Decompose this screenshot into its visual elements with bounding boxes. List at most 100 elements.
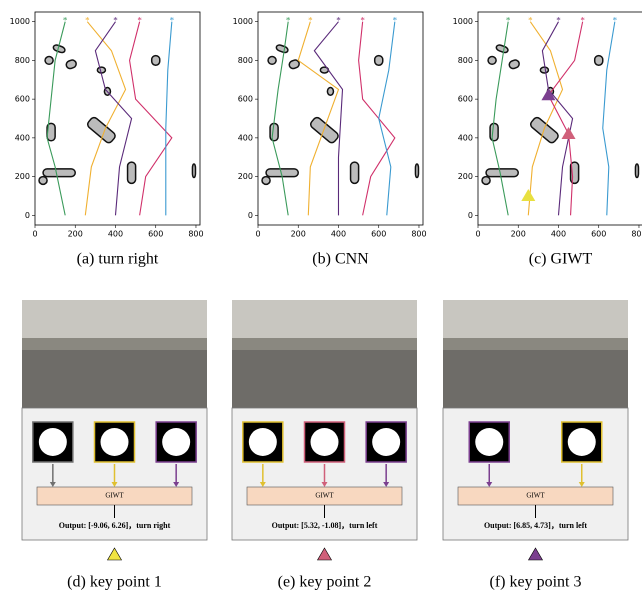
key-point-marker — [541, 88, 556, 101]
x-tick-label: 0 — [255, 230, 260, 239]
obstacle — [634, 163, 640, 179]
obstacle — [326, 86, 335, 97]
x-tick-label: 800 — [631, 230, 642, 239]
obstacle — [261, 175, 271, 186]
x-tick-label: 200 — [291, 230, 306, 239]
obstacle — [487, 55, 497, 66]
y-tick-label: 400 — [458, 133, 473, 142]
y-tick-label: 600 — [238, 95, 253, 104]
y-tick-label: 600 — [15, 95, 30, 104]
trajectory — [491, 21, 509, 216]
trajectory — [94, 21, 133, 216]
caption: (e) key point 2 — [278, 574, 372, 591]
scan-arrow-head — [173, 482, 180, 487]
scan-arrow-head — [49, 482, 56, 487]
x-tick-label: 0 — [32, 230, 37, 239]
trajectory — [378, 21, 396, 216]
trajectory — [541, 21, 574, 216]
obstacle — [373, 54, 384, 66]
start-star: * — [113, 16, 118, 26]
trajectory — [527, 21, 564, 216]
obstacle — [489, 122, 499, 142]
x-tick-label: 200 — [68, 230, 83, 239]
caption: (c) GIWT — [529, 251, 593, 268]
key-point-triangle — [316, 547, 333, 561]
start-star: * — [393, 16, 398, 26]
obstacle — [309, 116, 339, 144]
y-tick-label: 400 — [15, 133, 30, 142]
output-text: Output: [6.85, 4.73]，turn left — [484, 521, 587, 530]
start-star: * — [613, 16, 618, 26]
scan-free-space — [100, 428, 129, 456]
x-tick-label: 600 — [591, 230, 606, 239]
obstacle — [44, 55, 54, 66]
scan-arrow-head — [578, 482, 585, 487]
start-star: * — [286, 16, 291, 26]
start-star: * — [360, 16, 365, 26]
start-star: * — [506, 16, 511, 26]
obstacle — [150, 54, 161, 66]
caption: (d) key point 1 — [67, 574, 162, 591]
obstacle — [485, 168, 519, 178]
trajectory — [547, 21, 584, 216]
caption: (b) CNN — [312, 251, 369, 268]
obstacle — [481, 175, 491, 186]
obstacle — [508, 59, 520, 70]
start-star: * — [137, 16, 142, 26]
photo-wall — [232, 300, 417, 338]
obstacle — [288, 59, 300, 70]
trajectory — [129, 21, 173, 216]
caption: (f) key point 3 — [490, 574, 582, 591]
photo-floor — [443, 350, 628, 408]
obstacle — [86, 116, 116, 144]
obstacle — [52, 44, 66, 54]
obstacle — [46, 122, 56, 142]
scan-free-space — [310, 428, 339, 456]
x-tick-label: 600 — [371, 230, 386, 239]
x-tick-label: 400 — [331, 230, 346, 239]
model-label: GIWT — [526, 492, 545, 500]
x-tick-label: 600 — [148, 230, 163, 239]
trajectory — [313, 21, 344, 216]
scan-free-space — [162, 428, 191, 456]
trajectory — [297, 21, 340, 216]
scan-arrow-head — [259, 482, 266, 487]
obstacle — [414, 163, 420, 179]
photo-wall — [22, 300, 207, 338]
scan-free-space — [567, 428, 596, 456]
scan-arrow-head — [321, 482, 328, 487]
start-star: * — [580, 16, 585, 26]
y-tick-label: 1000 — [453, 17, 473, 26]
x-tick-label: 400 — [551, 230, 566, 239]
y-tick-label: 800 — [458, 56, 473, 65]
x-tick-label: 0 — [475, 230, 480, 239]
scan-arrow-head — [111, 482, 118, 487]
y-tick-label: 1000 — [233, 17, 253, 26]
model-label: GIWT — [105, 492, 124, 500]
trajectory — [84, 21, 127, 216]
start-star: * — [308, 16, 313, 26]
photo-wall — [443, 300, 628, 338]
obstacle — [65, 59, 77, 70]
start-star: * — [170, 16, 175, 26]
caption: (a) turn right — [77, 251, 159, 268]
scan-free-space — [475, 428, 504, 456]
y-tick-label: 800 — [15, 56, 30, 65]
obstacle — [529, 116, 559, 144]
x-tick-label: 800 — [188, 230, 203, 239]
photo-floor — [232, 350, 417, 408]
y-tick-label: 0 — [25, 211, 30, 220]
start-star: * — [63, 16, 68, 26]
scan-free-space — [248, 428, 277, 456]
trajectory — [271, 21, 289, 216]
photo-floor — [22, 350, 207, 408]
obstacle — [349, 161, 360, 185]
obstacle — [191, 163, 197, 179]
output-text: Output: [5.32, -1.08]，turn left — [272, 521, 378, 530]
x-tick-label: 200 — [511, 230, 526, 239]
y-tick-label: 0 — [468, 211, 473, 220]
obstacle — [267, 55, 277, 66]
start-star: * — [528, 16, 533, 26]
y-tick-label: 400 — [238, 133, 253, 142]
